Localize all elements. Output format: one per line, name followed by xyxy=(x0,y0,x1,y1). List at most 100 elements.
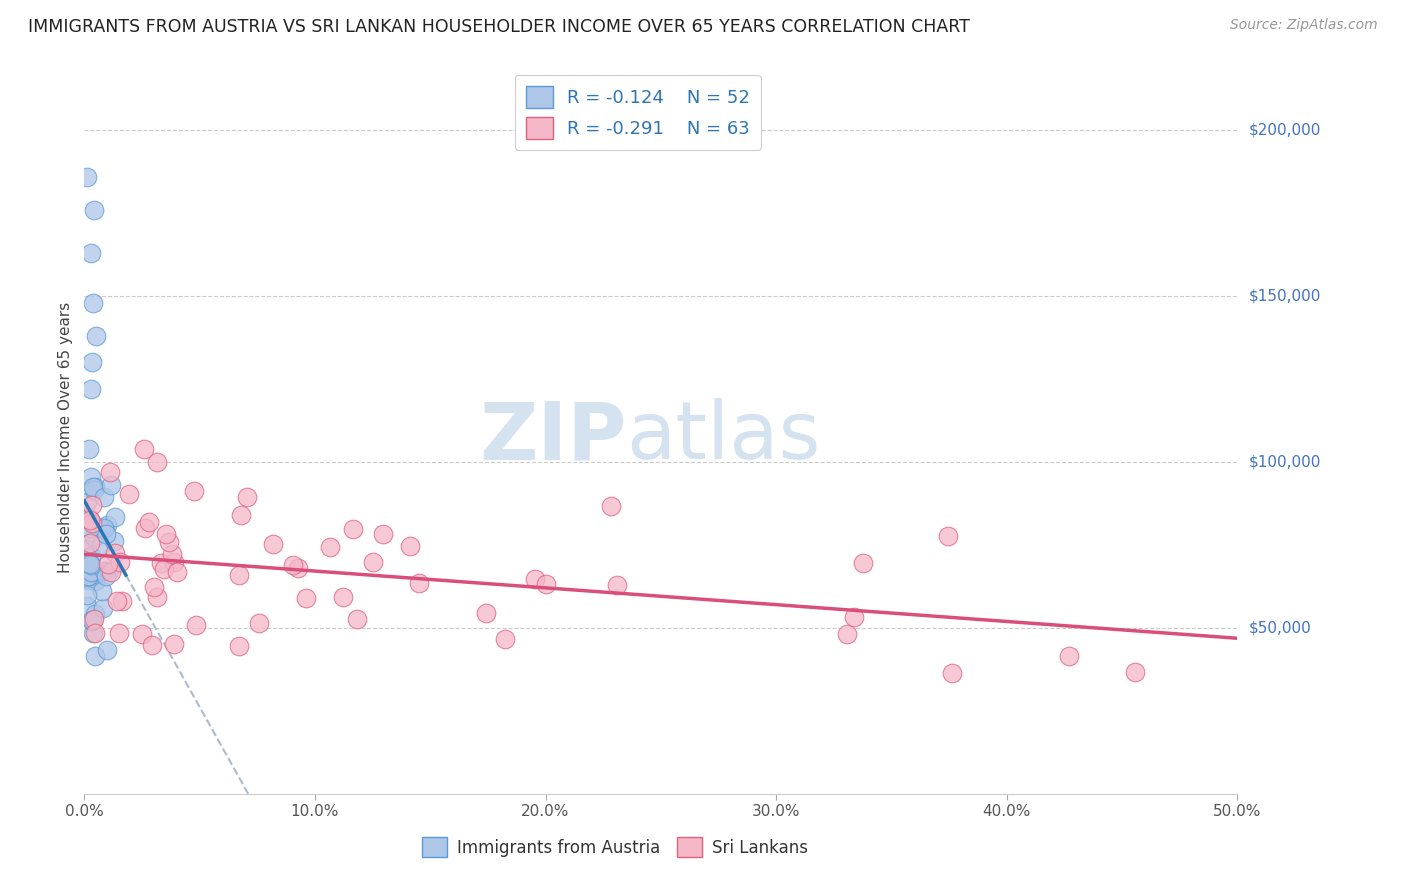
Point xyxy=(146,455,169,469)
Point xyxy=(103,533,125,548)
Point xyxy=(837,626,859,640)
Point xyxy=(342,522,364,536)
Point xyxy=(155,527,177,541)
Text: $200,000: $200,000 xyxy=(1249,122,1320,137)
Point xyxy=(111,594,134,608)
Point xyxy=(76,599,98,613)
Point xyxy=(319,540,342,554)
Point xyxy=(262,536,284,550)
Point xyxy=(77,568,100,582)
Point xyxy=(361,555,384,569)
Point xyxy=(84,329,107,343)
Point xyxy=(76,541,98,556)
Point xyxy=(941,666,963,681)
Point xyxy=(79,513,101,527)
Point xyxy=(80,565,103,579)
Point xyxy=(160,547,183,561)
Point xyxy=(346,612,368,626)
Point xyxy=(79,573,101,587)
Text: Source: ZipAtlas.com: Source: ZipAtlas.com xyxy=(1230,18,1378,32)
Point xyxy=(77,561,100,575)
Point xyxy=(96,527,118,541)
Point xyxy=(79,558,101,572)
Point xyxy=(100,565,122,579)
Point xyxy=(84,574,107,588)
Point xyxy=(600,500,623,514)
Point xyxy=(104,545,127,559)
Point xyxy=(146,591,169,605)
Point xyxy=(83,612,105,626)
Point xyxy=(79,535,101,549)
Point xyxy=(398,539,420,553)
Point xyxy=(118,487,141,501)
Point xyxy=(79,521,101,535)
Point xyxy=(524,572,547,586)
Point xyxy=(281,558,304,572)
Point xyxy=(83,483,105,497)
Text: $50,000: $50,000 xyxy=(1249,621,1312,635)
Point xyxy=(131,627,153,641)
Point xyxy=(936,529,959,543)
Point xyxy=(79,559,101,574)
Point xyxy=(606,578,628,592)
Point xyxy=(134,521,156,535)
Point xyxy=(80,245,103,260)
Point xyxy=(474,606,496,620)
Text: ZIP: ZIP xyxy=(479,398,626,476)
Point xyxy=(77,442,100,456)
Text: atlas: atlas xyxy=(626,398,821,476)
Point xyxy=(162,637,184,651)
Point xyxy=(163,555,186,569)
Point xyxy=(842,610,865,624)
Point xyxy=(852,556,875,570)
Point xyxy=(96,569,118,583)
Point xyxy=(82,295,104,310)
Point xyxy=(408,576,430,591)
Y-axis label: Householder Income Over 65 years: Householder Income Over 65 years xyxy=(58,301,73,573)
Point xyxy=(93,522,115,536)
Point xyxy=(287,561,309,575)
Point xyxy=(82,626,104,640)
Point xyxy=(184,618,207,632)
Point xyxy=(76,495,98,509)
Point xyxy=(247,615,270,630)
Point xyxy=(96,518,118,533)
Point xyxy=(77,559,100,574)
Point xyxy=(84,649,107,664)
Point xyxy=(157,535,180,549)
Text: IMMIGRANTS FROM AUSTRIA VS SRI LANKAN HOUSEHOLDER INCOME OVER 65 YEARS CORRELATI: IMMIGRANTS FROM AUSTRIA VS SRI LANKAN HO… xyxy=(28,18,970,36)
Point xyxy=(80,498,103,512)
Point xyxy=(110,555,132,569)
Point xyxy=(1123,665,1146,680)
Point xyxy=(153,562,176,576)
Point xyxy=(294,591,316,606)
Point xyxy=(83,626,105,640)
Point xyxy=(494,632,516,647)
Point xyxy=(91,584,114,599)
Point xyxy=(105,594,128,608)
Point xyxy=(371,526,394,541)
Point xyxy=(228,568,250,582)
Point xyxy=(83,202,105,217)
Point xyxy=(84,607,107,621)
Point xyxy=(134,442,156,456)
Point xyxy=(76,588,98,602)
Point xyxy=(98,564,121,578)
Point xyxy=(80,558,103,573)
Point xyxy=(77,569,100,583)
Point xyxy=(97,557,120,571)
Point xyxy=(80,382,103,396)
Point xyxy=(228,639,250,653)
Point xyxy=(166,565,188,579)
Text: $150,000: $150,000 xyxy=(1249,288,1320,303)
Point xyxy=(84,480,107,494)
Point xyxy=(93,521,115,535)
Point xyxy=(229,508,252,522)
Point xyxy=(150,556,173,570)
Point xyxy=(236,491,259,505)
Point xyxy=(82,480,104,494)
Point xyxy=(77,511,100,525)
Point xyxy=(80,549,103,563)
Point xyxy=(98,465,121,479)
Point xyxy=(80,470,103,484)
